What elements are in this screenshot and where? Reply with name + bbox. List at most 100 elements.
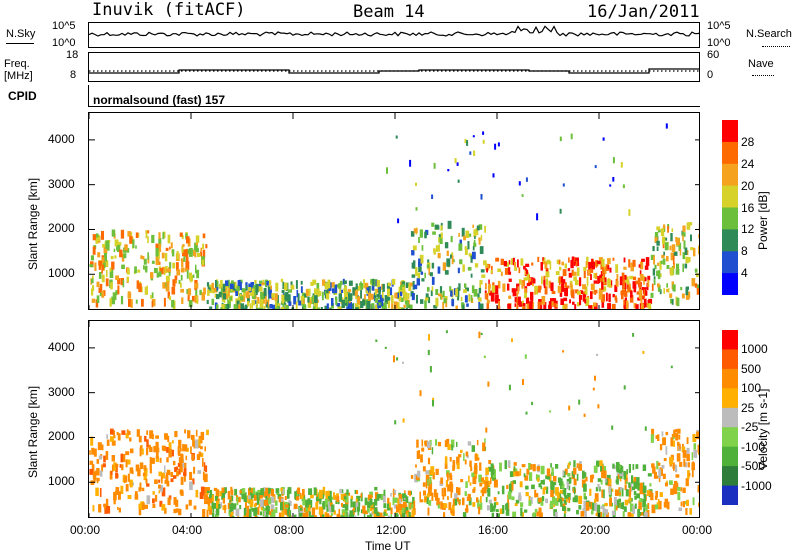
velocity-echo-cell [614,489,619,496]
velocity-echo-cell [357,502,361,507]
power-echo-cell [185,261,190,270]
velocity-echo-cell [405,514,407,517]
velocity-echo-cell [144,504,148,509]
power-panel [88,112,700,310]
velocity-echo-cell [549,500,554,508]
velocity-echo-cell [138,487,141,492]
velocity-echo-cell [467,441,472,446]
velocity-echo-cell [404,490,406,495]
power-echo-cell [398,294,402,302]
velocity-echo-cell [445,480,448,488]
power-echo-cell [158,232,161,240]
power-echo-cell [586,276,589,286]
power-echo-cell [396,292,399,298]
velocity-echo-cell [360,493,363,498]
velocity-echo-cell [669,456,674,465]
velocity-echo-cell [540,465,545,475]
velocity-echo-cell [440,477,444,484]
power-echo-cell [324,290,327,295]
velocity-echo-cell [566,498,568,503]
power-echo-cell [623,305,627,309]
velocity-echo-cell [211,494,215,502]
power-echo-cell [494,285,499,295]
power-echo-cell [579,277,582,287]
power-echo-cell [430,290,433,297]
velocity-echo-cell [491,474,494,479]
velocity-echo-cell [338,508,341,517]
power-echo-cell [250,292,254,296]
power-echo-cell [356,285,361,291]
power-echo-cell [201,259,205,266]
power-y-tick-label: 1000 [48,266,75,281]
velocity-echo-cell [195,429,198,437]
velocity-echo-cell [686,447,690,454]
velocity-echo-cell [540,485,543,490]
power-echo-cell [326,303,329,309]
power-echo-cell [452,259,455,263]
power-echo-cell [555,271,560,276]
power-echo-cell [442,301,445,309]
power-echo-cell [186,270,189,279]
velocity-echo-cell [167,435,170,442]
power-echo-cell [213,287,217,293]
velocity-echo-cell [170,478,174,483]
velocity-echo-cell [484,438,486,444]
velocity-echo-cell [637,509,640,517]
power-echo-cell [215,280,219,288]
power-echo-cell [507,283,510,291]
power-echo-cell [182,249,186,257]
power-echo-cell [427,296,431,304]
velocity-echo-cell [472,488,476,493]
power-echo-cell [570,284,573,294]
power-echo-cell [428,267,430,276]
power-echo-cell [433,250,436,255]
velocity-echo-cell [158,484,161,489]
power-echo-cell [643,298,647,308]
power-echo-cell [530,291,534,301]
power-echo-cell [467,267,472,271]
velocity-echo-cell [239,490,242,494]
velocity-colorbar-tick: 500 [741,361,762,376]
power-echo-cell [504,268,509,275]
power-echo-cell [439,237,443,244]
power-echo-cell [451,252,454,258]
power-echo-cell [117,278,121,285]
velocity-echo-cell [164,433,168,440]
power-echo-cell [549,261,552,270]
velocity-echo-cell [567,462,570,469]
power-echo-cell [570,133,573,140]
power-echo-cell [662,236,666,245]
velocity-echo-cell [599,486,601,492]
velocity-echo-cell [656,460,659,470]
velocity-echo-cell [375,339,378,342]
velocity-echo-cell [319,489,323,499]
velocity-echo-cell [89,460,94,465]
velocity-echo-cell [175,508,180,513]
velocity-echo-cell [520,502,524,507]
power-echo-cell [545,271,550,278]
velocity-echo-cell [538,483,542,488]
velocity-echo-cell [270,504,275,510]
power-echo-cell [656,271,658,276]
power-echo-cell [598,288,603,294]
power-echo-cell [317,307,320,309]
power-echo-cell [534,290,536,295]
power-echo-cell [274,293,278,301]
velocity-echo-cell [164,507,167,514]
velocity-echo-cell [525,492,529,497]
power-echo-cell [167,291,170,299]
velocity-echo-cell [136,429,140,437]
power-echo-cell [222,285,225,291]
power-echo-cell [275,300,277,308]
velocity-echo-cell [394,420,397,425]
velocity-echo-cell [603,466,607,473]
power-echo-cell [426,264,430,268]
power-echo-cell [607,279,611,288]
velocity-echo-cell [331,504,335,513]
power-echo-cell [145,230,148,239]
power-echo-cell [633,303,637,309]
velocity-echo-cell [167,497,171,506]
power-echo-cell [181,235,184,240]
velocity-echo-cell [155,447,160,453]
power-echo-cell [478,224,483,230]
